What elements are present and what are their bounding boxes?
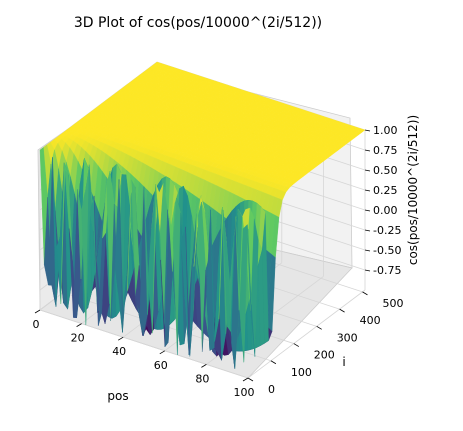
- z-tick-label: 1.00: [373, 124, 398, 137]
- tick-mark: [247, 377, 254, 382]
- x-axis-label: pos: [107, 389, 128, 403]
- y-tick-label: 100: [291, 366, 312, 379]
- tick-mark: [270, 360, 277, 365]
- z-tick-label: 0.00: [373, 204, 398, 217]
- z-tick-label: 0.75: [373, 144, 398, 157]
- tick-mark: [117, 336, 124, 341]
- x-tick-label: 100: [234, 386, 255, 399]
- tick-mark: [364, 249, 371, 252]
- z-tick-label: -0.25: [373, 224, 401, 237]
- tick-mark: [316, 325, 322, 330]
- grid-line: [39, 309, 249, 379]
- x-tick-label: 0: [33, 318, 40, 331]
- x-tick-label: 40: [112, 345, 126, 358]
- y-tick-label: 500: [382, 297, 403, 310]
- tick-mark: [364, 149, 371, 152]
- x-tick-label: 80: [195, 372, 209, 385]
- y-axis-label: i: [342, 355, 345, 369]
- tick-mark: [339, 308, 345, 313]
- tick-mark: [364, 229, 371, 232]
- tick-mark: [293, 343, 299, 347]
- z-axis-label: cos(pos/10000^(2i/512)): [406, 115, 420, 265]
- grid-line: [247, 289, 366, 379]
- tick-mark: [364, 209, 371, 212]
- z-tick-label: 0.25: [373, 184, 398, 197]
- tick-mark: [201, 364, 207, 368]
- tick-mark: [242, 377, 249, 382]
- tick-mark: [76, 323, 82, 327]
- tick-mark: [34, 309, 41, 314]
- tick-mark: [362, 291, 368, 296]
- surface-mesh: [39, 61, 366, 369]
- y-tick-label: 400: [360, 314, 381, 327]
- surface-face: [243, 224, 252, 363]
- z-tick-label: -0.50: [373, 244, 401, 257]
- z-tick-label: -0.75: [373, 264, 401, 277]
- tick-mark: [364, 169, 371, 172]
- y-tick-label: 200: [314, 349, 335, 362]
- tick-mark: [364, 269, 371, 272]
- chart-title: 3D Plot of cos(pos/10000^(2i/512)): [74, 15, 322, 31]
- tick-mark: [364, 129, 371, 132]
- y-tick-label: 0: [268, 383, 275, 396]
- tick-mark: [364, 189, 371, 192]
- z-tick-label: 0.50: [373, 164, 398, 177]
- y-tick-label: 300: [337, 331, 358, 344]
- tick-mark: [159, 350, 166, 355]
- x-tick-label: 20: [71, 332, 85, 345]
- x-tick-label: 60: [154, 359, 168, 372]
